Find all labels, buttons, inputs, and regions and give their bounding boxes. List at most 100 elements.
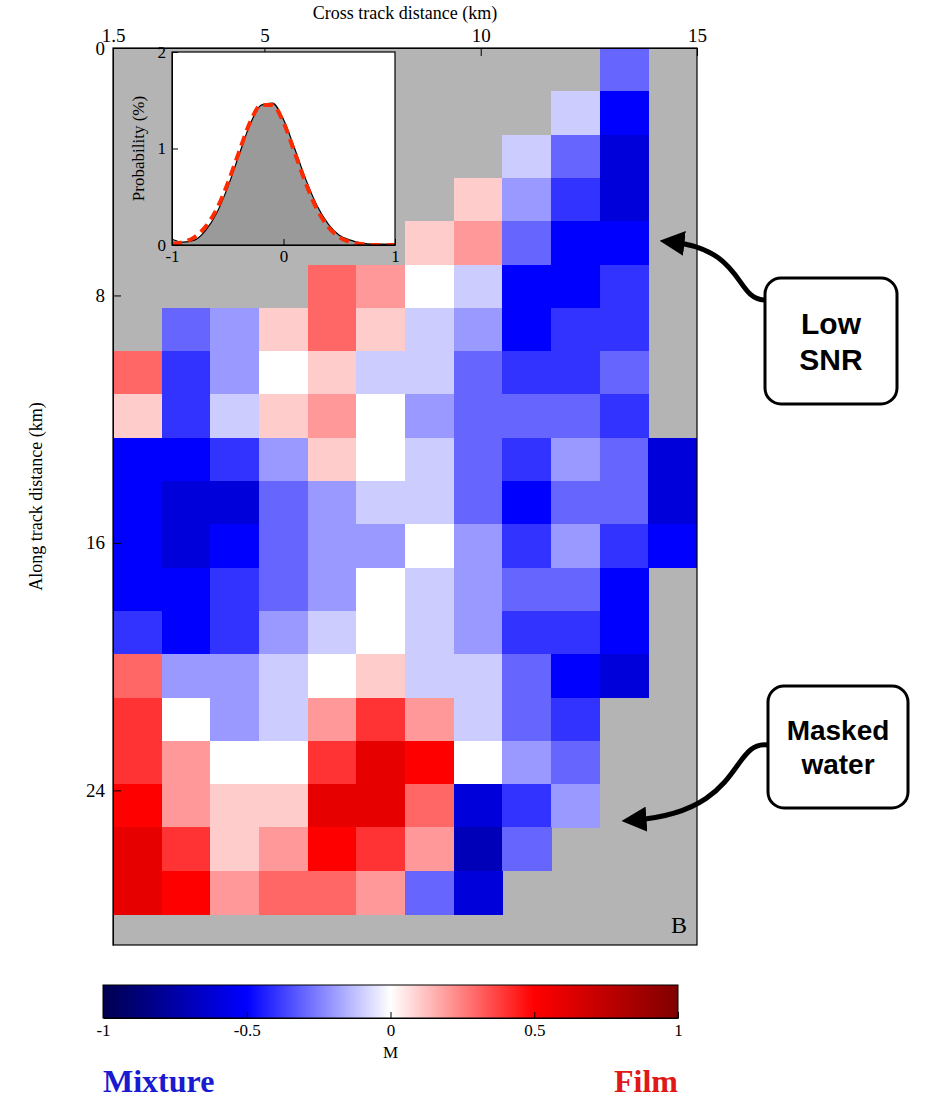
heatmap-cell xyxy=(405,524,454,568)
heatmap-cell xyxy=(502,265,551,309)
heatmap-cell xyxy=(502,351,551,395)
heatmap-cell xyxy=(502,654,551,698)
heatmap-cell xyxy=(210,871,259,915)
heatmap-cell xyxy=(113,524,162,568)
heatmap-cell xyxy=(259,568,308,612)
axis-line xyxy=(114,48,698,49)
heatmap-cell xyxy=(113,784,162,828)
heatmap-cell xyxy=(356,438,405,482)
heatmap-cell xyxy=(551,308,600,352)
heatmap-cell xyxy=(454,178,503,222)
tick-label: 1 xyxy=(674,1021,683,1040)
heatmap-cell xyxy=(162,524,211,568)
heatmap-cell xyxy=(600,351,649,395)
heatmap-cell xyxy=(308,438,357,482)
heatmap-cell xyxy=(162,871,211,915)
heatmap-cell xyxy=(502,394,551,438)
heatmap-cell xyxy=(454,568,503,612)
annotation-text: Maskedwater xyxy=(787,715,890,780)
heatmap-cell xyxy=(454,871,503,915)
heatmap-cell xyxy=(308,611,357,655)
tick-mark xyxy=(247,1012,248,1018)
heatmap-cell xyxy=(454,827,503,871)
heatmap-cell xyxy=(259,394,308,438)
heatmap-cell xyxy=(454,654,503,698)
heatmap-cell xyxy=(600,91,649,135)
heatmap-cell xyxy=(210,784,259,828)
heatmap-cell xyxy=(356,827,405,871)
heatmap-cell xyxy=(259,698,308,742)
heatmap-cell xyxy=(502,308,551,352)
heatmap-cell xyxy=(551,135,600,179)
heatmap-cell xyxy=(113,394,162,438)
tick-label: 0.5 xyxy=(524,1021,545,1040)
tick-mark xyxy=(113,295,121,296)
heatmap-cell xyxy=(210,438,259,482)
heatmap-cell xyxy=(210,611,259,655)
inset-frame xyxy=(172,52,395,245)
x-axis-title: Cross track distance (km) xyxy=(313,3,497,24)
heatmap-cell xyxy=(113,698,162,742)
heatmap-cell xyxy=(454,394,503,438)
heatmap-cell xyxy=(600,438,649,482)
tick-label: 0 xyxy=(280,247,289,266)
heatmap-cell xyxy=(405,568,454,612)
heatmap-cell xyxy=(648,481,697,525)
heatmap-cell xyxy=(405,871,454,915)
heatmap-cell xyxy=(113,827,162,871)
heatmap-cell xyxy=(454,741,503,785)
heatmap-cell xyxy=(356,698,405,742)
plot-background xyxy=(113,48,697,945)
heatmap-cell xyxy=(113,568,162,612)
heatmap-cell xyxy=(113,741,162,785)
heatmap-cell xyxy=(405,394,454,438)
heatmap-cell xyxy=(259,438,308,482)
tick: 1 xyxy=(158,139,179,158)
heatmap-cell xyxy=(308,394,357,438)
heatmap-cell xyxy=(405,698,454,742)
tick: -0.5 xyxy=(234,1012,261,1040)
heatmap-cell xyxy=(405,481,454,525)
colorbar-high-label: Film xyxy=(614,1063,678,1099)
heatmap-cell xyxy=(551,265,600,309)
tick-mark xyxy=(113,48,121,49)
heatmap-cell xyxy=(308,741,357,785)
heatmap-cell xyxy=(259,308,308,352)
annotation-box xyxy=(768,686,908,808)
heatmap-cell xyxy=(600,135,649,179)
heatmap-cell xyxy=(405,438,454,482)
tick: 0 xyxy=(280,239,289,266)
heatmap-cell xyxy=(356,524,405,568)
heatmap-cell xyxy=(454,524,503,568)
heatmap-cell xyxy=(356,351,405,395)
tick-label: 1 xyxy=(158,139,167,158)
heatmap-cell xyxy=(356,568,405,612)
heatmap-cell xyxy=(648,438,697,482)
tick: 0 xyxy=(158,236,179,255)
heatmap-cell xyxy=(162,611,211,655)
panel-label: B xyxy=(671,912,687,938)
axis-line xyxy=(173,245,396,246)
heatmap-cell xyxy=(454,265,503,309)
heatmap-cell xyxy=(162,351,211,395)
heatmap-cell xyxy=(356,654,405,698)
axis: 0 1 2 xyxy=(158,43,179,255)
heatmap-cell xyxy=(113,351,162,395)
heatmap-cell xyxy=(210,568,259,612)
heatmap-cell xyxy=(454,784,503,828)
heatmap-cell xyxy=(648,524,697,568)
tick: 2 xyxy=(158,43,179,62)
heatmap-cell xyxy=(454,308,503,352)
heatmap-cell xyxy=(308,654,357,698)
heatmap-cell xyxy=(259,871,308,915)
heatmap-cell xyxy=(454,611,503,655)
heatmap-cell xyxy=(162,698,211,742)
tick-label: 10 xyxy=(472,25,491,46)
heatmap-cell xyxy=(551,221,600,265)
tick-mark xyxy=(534,1012,535,1018)
tick: 15 xyxy=(688,25,707,56)
heatmap-cell xyxy=(502,438,551,482)
heatmap-cell xyxy=(600,308,649,352)
heatmap-cell xyxy=(600,221,649,265)
plot-frame xyxy=(113,48,697,945)
